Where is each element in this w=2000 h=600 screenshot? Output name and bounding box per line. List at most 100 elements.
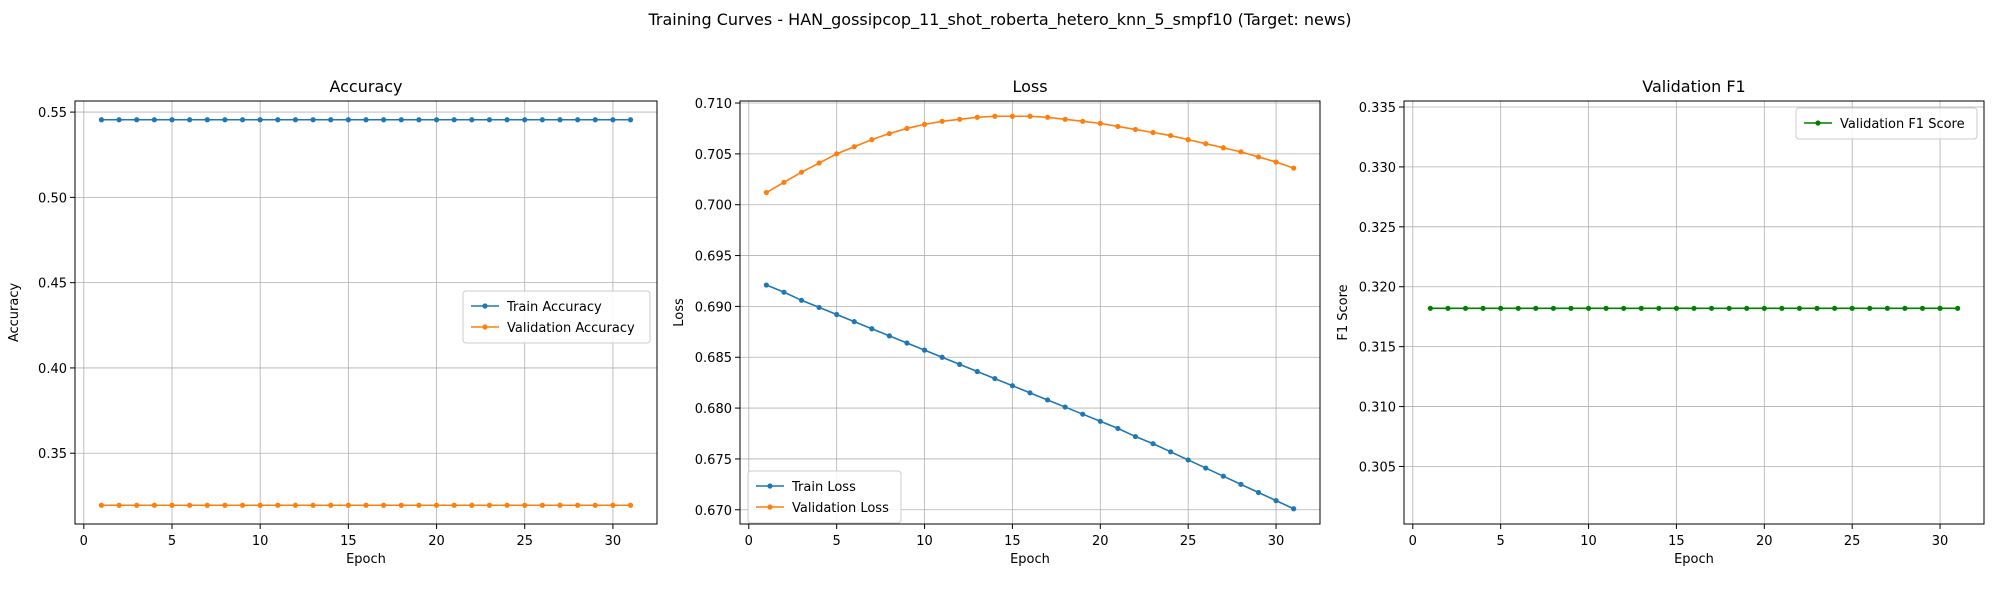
- data-point: [416, 502, 422, 508]
- data-point: [1796, 305, 1803, 311]
- y-tick-label: 0.680: [695, 402, 732, 417]
- chart-panel-loss: 0 5 10 15 20 25 30 0.670 0.675 0.680 0.685 0.690 0.6…: [672, 77, 1321, 567]
- data-point: [539, 117, 545, 123]
- data-point: [116, 502, 122, 508]
- data-point: [1291, 165, 1297, 171]
- data-point: [1761, 305, 1767, 311]
- y-tick-label: 0.335: [1359, 101, 1396, 116]
- data-point: [904, 340, 910, 346]
- legend-swatch-marker: [482, 324, 488, 330]
- data-point: [257, 502, 263, 508]
- data-point: [1884, 305, 1890, 311]
- x-tick-label: 0: [1409, 534, 1417, 549]
- data-point: [575, 502, 581, 508]
- data-point: [1097, 120, 1103, 126]
- data-point: [974, 114, 980, 120]
- x-tick-label: 20: [428, 534, 445, 549]
- data-point: [957, 361, 963, 367]
- y-tick-label: 0.675: [695, 453, 732, 468]
- data-point: [834, 151, 840, 157]
- legend-entry-label: Train Loss: [791, 480, 856, 495]
- data-point: [1044, 397, 1051, 403]
- data-point: [557, 117, 563, 123]
- legend-swatch-marker: [1815, 120, 1821, 126]
- y-tick-label: 0.305: [1359, 460, 1396, 475]
- data-point: [169, 502, 175, 508]
- chart-panel-f1: 0 5 10 15 20 25 30 0.305 0.310 0.315 0.320 0.325 0.3…: [1336, 77, 1985, 567]
- data-point: [1867, 305, 1873, 311]
- legend-box: [462, 290, 651, 344]
- data-point: [1568, 305, 1574, 311]
- data-point: [974, 368, 980, 375]
- data-point: [187, 117, 193, 123]
- data-point: [1273, 159, 1279, 165]
- data-point: [1115, 425, 1121, 432]
- y-tick-label: 0.330: [1359, 161, 1396, 176]
- data-point: [398, 502, 404, 508]
- data-point: [151, 117, 157, 123]
- data-point: [187, 502, 193, 508]
- data-point: [1445, 305, 1451, 311]
- data-point: [98, 117, 105, 123]
- data-point: [1220, 473, 1226, 479]
- legend-box: [1795, 107, 1978, 140]
- data-point: [1062, 404, 1068, 410]
- legend: Validation F1 Score: [1795, 107, 1978, 140]
- data-point: [486, 117, 493, 123]
- data-point: [257, 117, 263, 123]
- data-point: [1044, 114, 1051, 120]
- data-point: [1238, 149, 1244, 155]
- data-point: [328, 502, 334, 508]
- y-tick-label: 0.705: [695, 148, 732, 163]
- legend-swatch-marker: [767, 504, 773, 510]
- x-tick-label: 5: [1497, 534, 1505, 549]
- data-point: [151, 502, 157, 508]
- data-point: [345, 502, 351, 508]
- data-point: [1515, 305, 1521, 311]
- x-tick-label: 25: [1844, 534, 1861, 549]
- data-point: [1849, 305, 1855, 311]
- data-point: [886, 333, 892, 339]
- data-point: [116, 117, 122, 123]
- x-tick-label: 25: [1180, 534, 1197, 549]
- data-point: [610, 117, 616, 123]
- x-tick-label: 30: [1268, 534, 1285, 549]
- data-point: [1080, 411, 1086, 417]
- data-point: [204, 117, 210, 123]
- data-point: [1185, 137, 1191, 143]
- data-point: [1027, 113, 1033, 119]
- data-point: [763, 282, 769, 288]
- legend: Train Accuracy Validation Accuracy: [462, 290, 651, 344]
- y-axis-label: Accuracy: [7, 283, 22, 343]
- legend: Train Loss Validation Loss: [747, 470, 902, 524]
- data-point: [522, 502, 528, 508]
- data-point: [433, 117, 440, 123]
- data-point: [610, 502, 616, 508]
- data-point: [1220, 145, 1226, 151]
- data-point: [1937, 305, 1943, 311]
- data-point: [1498, 305, 1504, 311]
- data-point: [1255, 489, 1262, 496]
- data-point: [1691, 305, 1697, 311]
- data-point: [381, 117, 387, 123]
- data-point: [345, 117, 351, 123]
- y-tick-label: 0.710: [695, 97, 732, 112]
- data-point: [328, 117, 334, 123]
- data-point: [1919, 305, 1926, 311]
- axes-frame: [74, 100, 658, 525]
- data-point: [469, 502, 475, 508]
- data-point: [522, 117, 528, 123]
- data-point: [992, 375, 998, 382]
- y-tick-label: 0.45: [38, 277, 67, 292]
- data-point: [292, 117, 299, 123]
- y-axis-label: F1 Score: [1336, 284, 1351, 340]
- data-point: [627, 117, 634, 123]
- data-point: [816, 304, 822, 311]
- data-point: [921, 347, 928, 353]
- data-point: [957, 116, 963, 122]
- data-point: [1955, 305, 1961, 311]
- x-tick-label: 10: [252, 534, 269, 549]
- data-point: [1291, 506, 1297, 512]
- data-point: [1814, 305, 1820, 311]
- series-line: [765, 115, 1294, 194]
